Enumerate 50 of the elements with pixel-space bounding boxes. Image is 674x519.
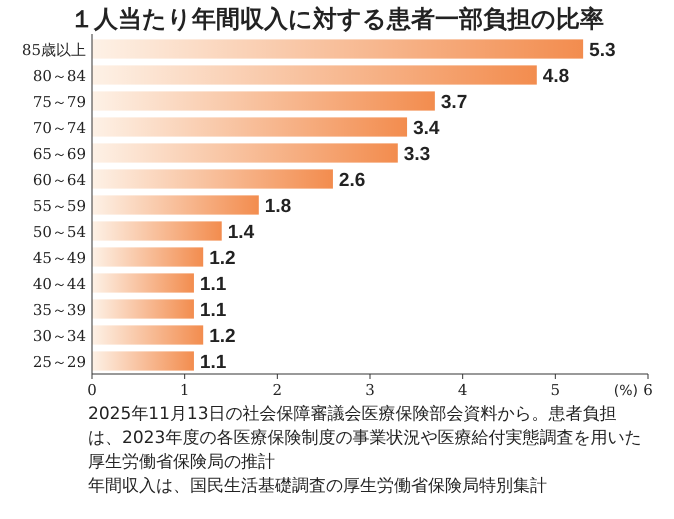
data-label: 1.1 [200, 352, 227, 373]
y-tick-label: 60～64 [32, 171, 86, 189]
bar [92, 221, 222, 241]
text: 2025年11月13日の社会保障審議会医療保険部会資料から。患者負担は、2023年度の各医療保険制度の事業状況や医療給付実態調査を用いた厚生労働省保険局の推計 [88, 403, 642, 474]
x-tick-label: 3 [365, 381, 375, 399]
bar [92, 169, 333, 189]
y-tick-label: 70～74 [32, 119, 86, 137]
bar [92, 273, 194, 293]
text: 年間収入は、国民生活基礎調査の厚生労働省保険局特別集計 [88, 475, 548, 498]
y-tick-label: 50～54 [32, 223, 86, 241]
data-label: 1.1 [200, 274, 227, 295]
bar [92, 247, 204, 267]
bar [92, 65, 537, 85]
x-tick-label: 1 [180, 381, 190, 399]
data-label: 3.3 [404, 144, 430, 165]
bar [92, 117, 408, 137]
y-tick-label: 55～59 [32, 197, 86, 215]
x-tick-label: 4 [458, 381, 468, 399]
y-tick-label: 75～79 [32, 93, 86, 111]
data-label: 1.2 [209, 248, 236, 269]
bar [92, 299, 194, 319]
bar [92, 325, 204, 345]
x-tick-label: 5 [550, 381, 560, 399]
bar [92, 143, 398, 163]
y-tick-label: 35～39 [32, 301, 86, 319]
x-tick-label: 0 [87, 381, 97, 399]
x-tick-label: 6 [643, 381, 653, 399]
y-tick-label: 85歳以上 [22, 41, 86, 59]
bar [92, 195, 259, 215]
y-tick-label: 65～69 [32, 145, 86, 163]
data-label: 1.1 [200, 300, 227, 321]
data-label: 3.4 [413, 118, 440, 139]
x-tick-label: 2 [272, 381, 282, 399]
y-tick-label: 45～49 [32, 249, 86, 267]
y-tick-label: 30～34 [32, 327, 86, 345]
chart-title: １人当たり年間収入に対する患者一部負担の比率 [70, 5, 604, 33]
data-label: 4.8 [542, 66, 570, 87]
data-label: 1.8 [264, 196, 292, 217]
y-tick-label: 25～29 [32, 353, 86, 371]
data-label: 3.7 [440, 92, 468, 113]
y-tick-label: 40～44 [32, 275, 86, 293]
y-tick-label: 80～84 [32, 67, 86, 85]
data-label: 5.3 [589, 40, 616, 61]
x-axis-title: (%) [614, 383, 638, 399]
bar [92, 91, 435, 111]
bar [92, 39, 584, 59]
bar [92, 351, 194, 371]
data-label: 2.6 [338, 170, 366, 191]
data-label: 1.4 [228, 222, 255, 243]
data-label: 1.2 [209, 326, 236, 347]
